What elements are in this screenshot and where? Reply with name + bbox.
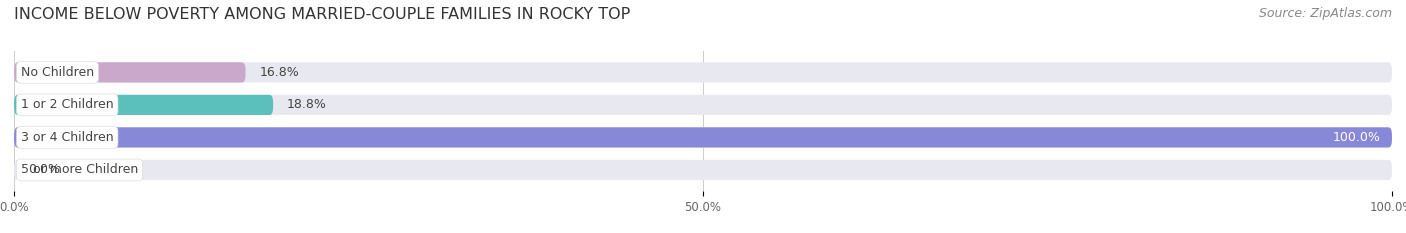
Text: 18.8%: 18.8% (287, 98, 326, 111)
Text: 100.0%: 100.0% (1333, 131, 1381, 144)
Text: 1 or 2 Children: 1 or 2 Children (21, 98, 114, 111)
Text: INCOME BELOW POVERTY AMONG MARRIED-COUPLE FAMILIES IN ROCKY TOP: INCOME BELOW POVERTY AMONG MARRIED-COUPL… (14, 7, 630, 22)
FancyBboxPatch shape (14, 127, 1392, 147)
FancyBboxPatch shape (14, 127, 1392, 147)
Text: 16.8%: 16.8% (259, 66, 299, 79)
FancyBboxPatch shape (14, 95, 273, 115)
Text: No Children: No Children (21, 66, 94, 79)
FancyBboxPatch shape (14, 95, 1392, 115)
Text: 5 or more Children: 5 or more Children (21, 163, 138, 176)
Text: Source: ZipAtlas.com: Source: ZipAtlas.com (1258, 7, 1392, 20)
Text: 3 or 4 Children: 3 or 4 Children (21, 131, 114, 144)
Text: 0.0%: 0.0% (28, 163, 60, 176)
FancyBboxPatch shape (14, 160, 1392, 180)
FancyBboxPatch shape (14, 62, 1392, 82)
FancyBboxPatch shape (14, 62, 246, 82)
